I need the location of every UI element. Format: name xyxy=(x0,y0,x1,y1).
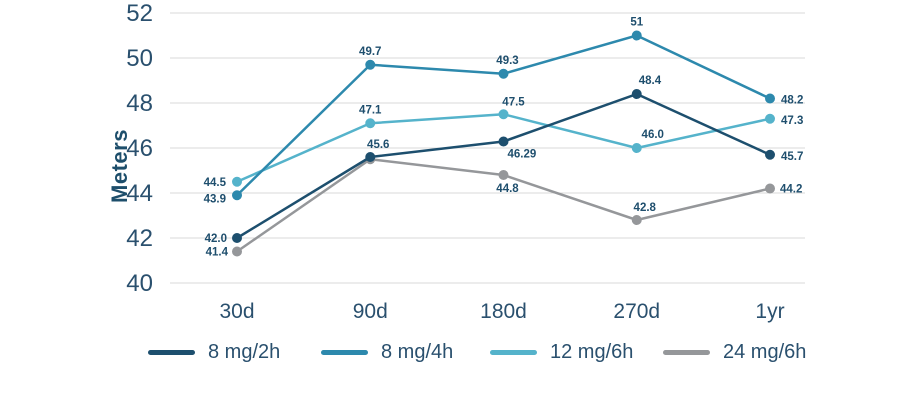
data-label: 45.7 xyxy=(781,151,803,163)
x-tick-label: 270d xyxy=(613,300,660,323)
data-point xyxy=(232,246,242,257)
data-label: 48.4 xyxy=(639,75,662,87)
legend-label: 8 mg/4h xyxy=(381,340,454,363)
x-tick-label: 180d xyxy=(480,300,527,323)
legend-label: 24 mg/6h xyxy=(723,340,807,363)
data-point xyxy=(631,89,642,99)
y-tick-label: 50 xyxy=(126,45,153,72)
data-point xyxy=(765,149,775,160)
data-label: 47.1 xyxy=(359,104,382,116)
data-label: 49.7 xyxy=(359,46,381,58)
data-point xyxy=(631,215,642,225)
data-point xyxy=(232,176,242,187)
x-tick-label: 1yr xyxy=(755,300,784,323)
data-point xyxy=(498,136,509,147)
data-point xyxy=(631,30,642,41)
legend-dash-icon xyxy=(148,349,195,355)
plot-area: 40 42 44 46 48 50 52 30d 90d 180d 270d 1yr 41.4 44.8 4… xyxy=(126,0,805,323)
y-tick-label: 48 xyxy=(126,90,153,117)
legend-dash-icon xyxy=(321,349,368,355)
data-point xyxy=(631,143,642,153)
data-label: 46.0 xyxy=(642,129,664,141)
data-label: 48.2 xyxy=(781,95,803,107)
data-label: 44.2 xyxy=(780,184,802,196)
y-tick-label: 52 xyxy=(126,0,153,27)
legend-item-24-mg-6h: 24 mg/6h xyxy=(663,340,806,364)
x-tick-label: 30d xyxy=(219,300,254,323)
data-label: 45.6 xyxy=(367,139,389,151)
data-point xyxy=(765,183,775,194)
legend-item-8-mg-4h: 8 mg/4h xyxy=(321,340,453,364)
data-point xyxy=(365,118,376,129)
data-point xyxy=(498,109,509,120)
data-label: 47.3 xyxy=(781,115,803,127)
legend-label: 8 mg/2h xyxy=(208,340,281,363)
data-label: 44.5 xyxy=(204,177,227,189)
data-point xyxy=(232,233,242,243)
data-point xyxy=(232,190,242,201)
data-point xyxy=(498,170,509,180)
legend-dash-icon xyxy=(663,349,710,355)
legend-dash-icon xyxy=(490,349,537,355)
y-tick-label: 40 xyxy=(126,270,153,297)
y-tick-label: 46 xyxy=(126,135,153,162)
data-label: 42.8 xyxy=(634,202,657,214)
legend: 8 mg/2h 8 mg/4h 12 mg/6h 24 mg/6h xyxy=(0,340,905,370)
legend-label: 12 mg/6h xyxy=(550,340,634,363)
data-label: 47.5 xyxy=(502,96,525,108)
data-label: 42.0 xyxy=(205,233,227,245)
data-label: 46.29 xyxy=(508,148,537,160)
data-label: 51 xyxy=(630,17,643,29)
data-point xyxy=(365,59,376,70)
legend-item-8-mg-2h: 8 mg/2h xyxy=(148,340,280,364)
data-point xyxy=(765,93,775,104)
x-tick-label: 90d xyxy=(353,300,388,323)
data-label: 43.9 xyxy=(204,193,226,205)
data-point xyxy=(765,113,775,124)
y-tick-label: 42 xyxy=(126,225,153,252)
data-point xyxy=(365,152,376,162)
data-label: 44.8 xyxy=(496,183,519,195)
data-point xyxy=(498,68,509,79)
legend-item-12-mg-6h: 12 mg/6h xyxy=(490,340,633,364)
data-label: 41.4 xyxy=(206,247,229,259)
data-label: 49.3 xyxy=(496,55,518,67)
y-tick-label: 44 xyxy=(126,180,153,207)
